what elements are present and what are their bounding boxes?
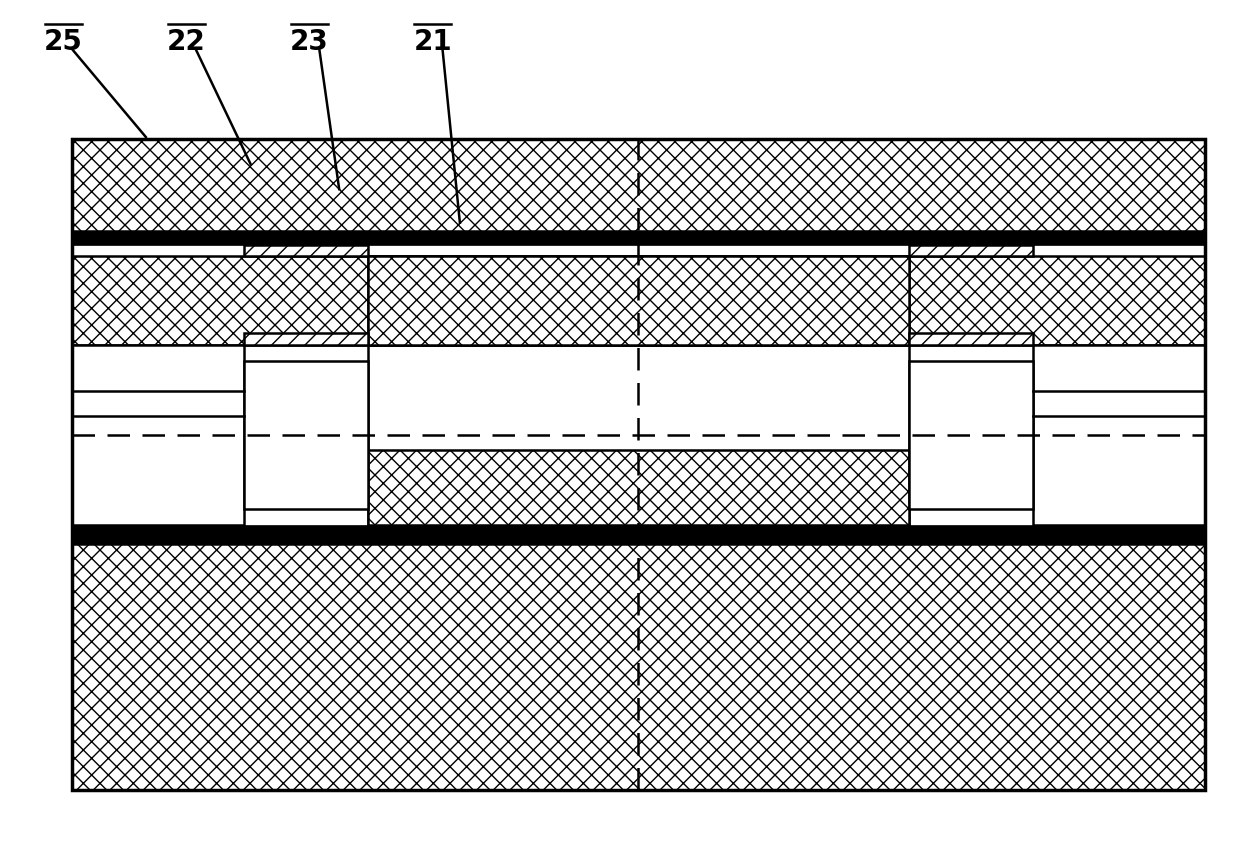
Bar — [367, 256, 909, 345]
Bar — [244, 333, 367, 345]
Text: 22: 22 — [167, 28, 206, 56]
Bar — [72, 138, 1205, 231]
Bar — [909, 333, 1033, 345]
Bar — [72, 345, 244, 526]
Bar — [72, 138, 1205, 790]
Bar — [909, 245, 1033, 256]
Bar — [909, 362, 1033, 509]
Bar — [244, 362, 367, 509]
Text: 25: 25 — [43, 28, 83, 56]
Bar — [72, 256, 1205, 345]
Bar — [367, 256, 909, 345]
Text: 21: 21 — [413, 28, 453, 56]
Bar — [244, 245, 367, 256]
Bar — [72, 231, 1205, 245]
Bar — [1033, 345, 1205, 526]
Bar — [72, 544, 1205, 790]
Text: 23: 23 — [290, 28, 329, 56]
Bar — [367, 345, 909, 526]
Bar — [367, 450, 909, 526]
Bar — [72, 526, 1205, 544]
